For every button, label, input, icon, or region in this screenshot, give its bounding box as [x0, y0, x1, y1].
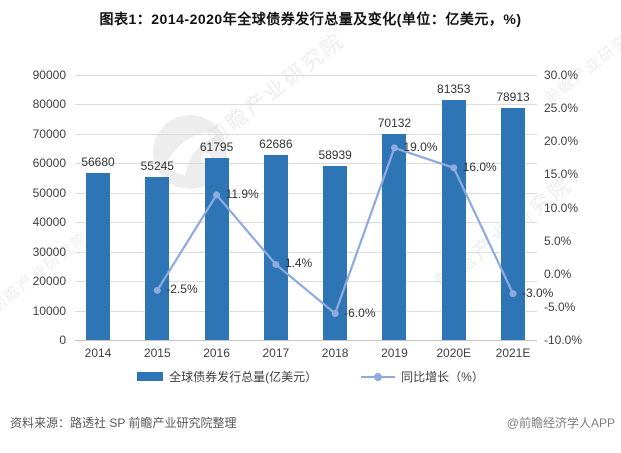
growth-line-plot	[153, 144, 517, 317]
bar	[204, 158, 229, 340]
y-axis-tick-right: 30.0%	[544, 68, 579, 82]
line-point-label: 1.4%	[284, 256, 313, 271]
brand-note: @前瞻经济学人APP	[506, 416, 615, 430]
x-axis-label: 2021E	[495, 346, 531, 360]
chart-title: 图表1：2014-2020年全球债券发行总量及变化(单位：亿美元，%)	[99, 11, 522, 27]
y-axis-tick-left: 10000	[32, 303, 66, 318]
bar-value-label: 70132	[377, 115, 412, 130]
x-axis-label: 2019	[381, 346, 408, 360]
legend-item-line: 同比增长（%）	[361, 368, 484, 385]
bar-value-label: 81353	[437, 82, 471, 97]
line-series-swatch-icon	[361, 372, 396, 382]
y-axis-tick-left: 20000	[32, 274, 66, 289]
bar-value-label: 58939	[318, 148, 352, 163]
gridline	[75, 310, 537, 312]
y-axis-tick-left: 50000	[32, 185, 66, 200]
legend-item-bars: 全球债券发行总量(亿美元）	[137, 368, 317, 385]
y-axis-tick-right: 20.0%	[544, 134, 579, 149]
y-axis-tick-left: 40000	[32, 215, 66, 230]
line-point-label: -6.0%	[344, 305, 376, 320]
y-axis-tick-left: 30000	[32, 244, 66, 259]
y-axis-tick-right: 15.0%	[544, 167, 579, 182]
growth-line	[156, 146, 515, 316]
y-axis-tick-right: -5.0%	[544, 299, 576, 314]
x-axis-label: 2017	[262, 346, 290, 360]
bar	[263, 155, 288, 340]
gridline	[75, 104, 537, 106]
gridline	[75, 75, 537, 76]
line-marker	[213, 191, 221, 199]
bar-value-label: 78913	[496, 89, 530, 104]
line-point-label: -2.5%	[166, 282, 198, 297]
x-axis-label: 2014	[84, 346, 112, 360]
bar	[86, 173, 110, 340]
line-point-label: 19.0%	[403, 139, 438, 154]
legend-label-line: 同比增长（%）	[401, 370, 484, 384]
gridline	[75, 340, 537, 341]
line-marker	[272, 260, 280, 268]
y-axis-tick-right: -10.0%	[544, 333, 583, 347]
data-source-note: 资料来源：路透社 SP 前瞻产业研究院整理	[10, 416, 237, 430]
gridline	[75, 192, 537, 194]
line-marker	[509, 290, 517, 298]
bar-value-label: 61795	[199, 140, 234, 155]
gridline	[75, 133, 537, 135]
line-marker	[153, 286, 161, 294]
line-marker	[450, 164, 458, 172]
gridline	[75, 251, 537, 253]
y-axis-tick-left: 60000	[32, 156, 66, 171]
bar-series-swatch-icon	[137, 372, 164, 381]
x-axis-label: 2018	[321, 346, 349, 360]
line-point-label: 11.9%	[225, 186, 259, 201]
legend-label-bars: 全球债券发行总量(亿美元）	[169, 370, 318, 384]
gridline	[75, 281, 537, 283]
gridline	[75, 222, 537, 224]
bar-value-label: 56680	[81, 155, 115, 170]
line-point-label: -3.0%	[522, 285, 554, 300]
x-axis-label: 2020E	[436, 346, 472, 360]
line-marker	[331, 310, 339, 317]
y-axis-tick-left: 0	[59, 333, 66, 347]
bar	[145, 177, 170, 340]
y-axis-tick-right: 25.0%	[544, 101, 579, 116]
x-axis-label: 2015	[143, 346, 171, 360]
bar-value-label: 55245	[140, 159, 174, 174]
bar-value-label: 62686	[259, 137, 293, 152]
gridline	[75, 163, 537, 165]
line-marker	[390, 144, 398, 152]
line-point-label: 16.0%	[462, 159, 497, 174]
y-axis-tick-right: 10.0%	[544, 200, 579, 215]
bar	[441, 100, 466, 340]
y-axis-tick-right: 5.0%	[544, 233, 572, 248]
watermark-text: 前瞻产业研究院	[541, 21, 621, 108]
y-axis-tick-right: 0.0%	[544, 266, 572, 281]
y-axis-tick-left: 90000	[32, 68, 66, 82]
y-axis-tick-left: 80000	[32, 97, 66, 112]
legend: 全球债券发行总量(亿美元） 同比增长（%）	[0, 368, 621, 385]
bar	[501, 107, 525, 340]
x-axis-label: 2016	[203, 346, 230, 360]
y-axis-tick-left: 70000	[32, 126, 66, 141]
